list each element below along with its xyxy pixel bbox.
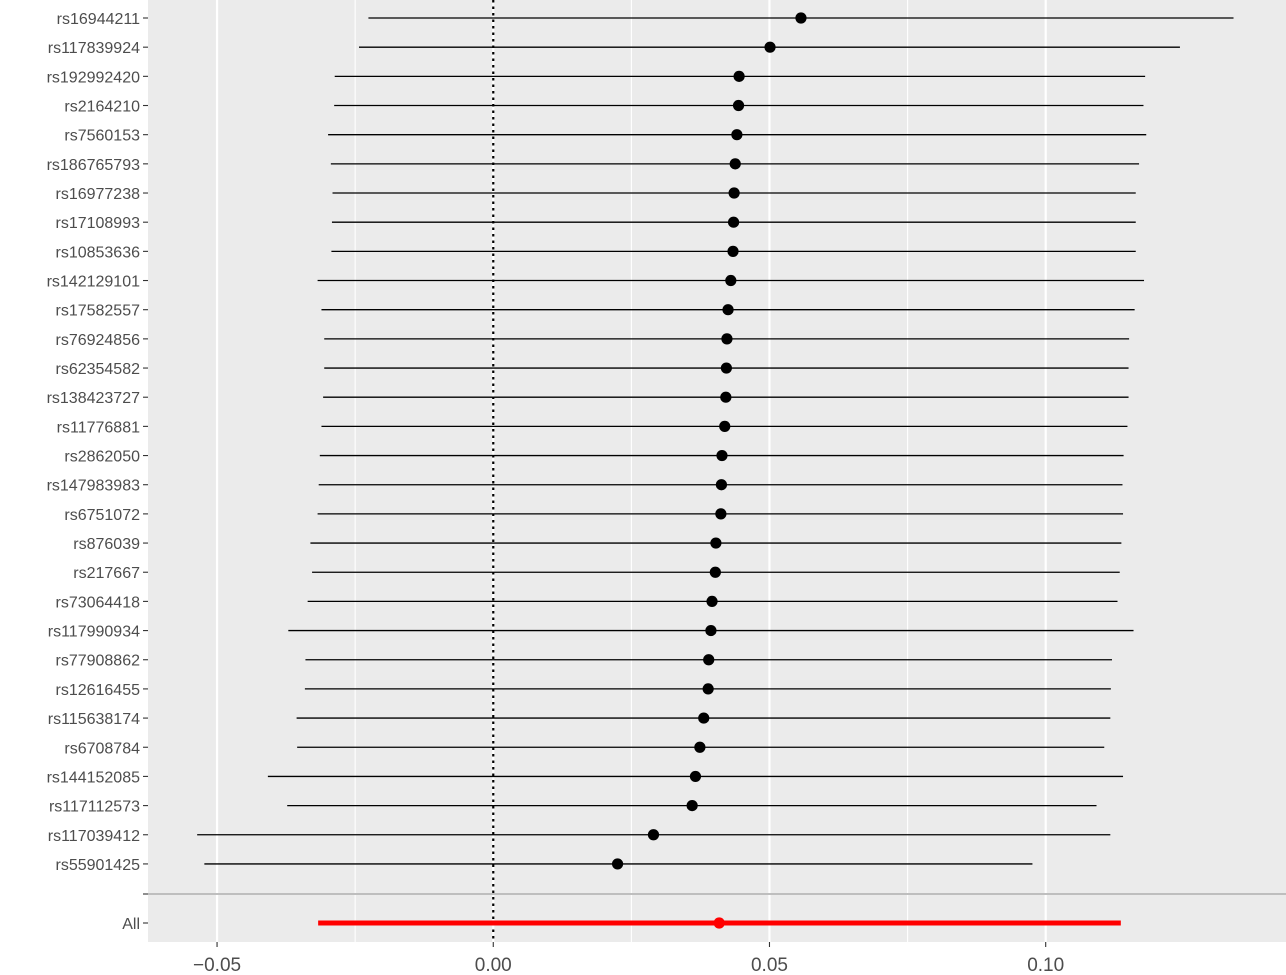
y-tick-label-rs16944211: rs16944211 bbox=[57, 11, 140, 28]
plot-panel bbox=[148, 0, 1286, 942]
point-rs117039412 bbox=[647, 829, 660, 841]
y-tick-label-rs2164210: rs2164210 bbox=[64, 99, 140, 116]
y-tick-label-rs62354582: rs62354582 bbox=[55, 361, 140, 378]
y-tick-label-rs117990934: rs117990934 bbox=[48, 624, 140, 641]
y-tick-label-rs192992420: rs192992420 bbox=[47, 69, 141, 86]
y-tick-label-rs138423727: rs138423727 bbox=[47, 390, 141, 407]
y-tick-label-rs142129101: rs142129101 bbox=[47, 274, 141, 291]
y-tick-label-summary: All bbox=[122, 916, 140, 933]
y-axis-labels: rs16944211 rs117839924 rs192992420 rs216421… bbox=[47, 11, 148, 933]
y-tick-label-rs147983983: rs147983983 bbox=[47, 478, 141, 495]
y-tick-label-rs6751072: rs6751072 bbox=[64, 507, 140, 524]
y-tick-label-rs73064418: rs73064418 bbox=[55, 594, 140, 611]
point-rs117839924 bbox=[764, 41, 776, 53]
point-rs7560153 bbox=[731, 129, 743, 141]
x-tick-label: 0.10 bbox=[1027, 955, 1064, 975]
point-estimates bbox=[611, 12, 807, 929]
y-tick-label-rs144152085: rs144152085 bbox=[47, 769, 141, 786]
point-rs2164210 bbox=[732, 99, 745, 112]
point-rs73064418 bbox=[706, 595, 718, 608]
y-tick-label-rs2862050: rs2862050 bbox=[64, 449, 140, 466]
point-rs17582557 bbox=[722, 304, 734, 316]
point-rs6751072 bbox=[715, 508, 727, 520]
y-tick-label-rs117112573: rs117112573 bbox=[49, 799, 140, 816]
point-rs117112573 bbox=[686, 799, 698, 812]
point-rs17108993 bbox=[727, 216, 740, 228]
x-axis: −0.05 0.00 0.05 0.10 bbox=[193, 942, 1064, 975]
point-rs876039 bbox=[710, 537, 722, 549]
x-tick-label: 0.05 bbox=[751, 955, 788, 975]
point-rs6708784 bbox=[694, 741, 706, 753]
point-rs11776881 bbox=[719, 420, 731, 432]
y-tick-label-rs12616455: rs12616455 bbox=[55, 682, 140, 699]
x-tick-label: 0.00 bbox=[475, 955, 512, 975]
y-tick-label-rs876039: rs876039 bbox=[73, 536, 140, 553]
y-tick-label-rs6708784: rs6708784 bbox=[64, 740, 140, 757]
point-rs192992420 bbox=[733, 70, 745, 82]
y-tick-label-rs55901425: rs55901425 bbox=[55, 857, 140, 874]
y-tick-label-rs76924856: rs76924856 bbox=[55, 332, 140, 349]
point-rs76924856 bbox=[721, 333, 733, 345]
y-tick-label-rs10853636: rs10853636 bbox=[55, 244, 140, 261]
point-rs142129101 bbox=[725, 274, 737, 287]
y-tick-label-rs17582557: rs17582557 bbox=[55, 303, 140, 320]
point-rs2862050 bbox=[716, 449, 728, 462]
y-tick-label-rs7560153: rs7560153 bbox=[64, 128, 140, 145]
y-tick-label-rs186765793: rs186765793 bbox=[47, 157, 141, 174]
y-tick-label-rs11776881: rs11776881 bbox=[57, 419, 140, 436]
point-rs55901425 bbox=[611, 858, 624, 870]
y-tick-label-rs17108993: rs17108993 bbox=[55, 215, 140, 232]
point-rs147983983 bbox=[715, 479, 728, 491]
point-rs16944211 bbox=[795, 12, 807, 24]
point-rs77908862 bbox=[703, 654, 715, 666]
x-tick-label: −0.05 bbox=[193, 955, 241, 975]
point-rs10853636 bbox=[727, 245, 739, 257]
point-rs16977238 bbox=[728, 187, 740, 199]
y-tick-label-rs217667: rs217667 bbox=[73, 565, 140, 582]
point-rs144152085 bbox=[689, 770, 702, 783]
y-tick-label-rs115638174: rs115638174 bbox=[48, 711, 140, 728]
summary-point bbox=[713, 917, 725, 929]
point-rs115638174 bbox=[698, 712, 710, 724]
point-rs138423727 bbox=[720, 391, 732, 403]
y-tick-label-rs117039412: rs117039412 bbox=[48, 828, 140, 845]
y-tick-label-rs77908862: rs77908862 bbox=[55, 653, 140, 670]
y-tick-label-rs117839924: rs117839924 bbox=[48, 40, 140, 57]
point-rs186765793 bbox=[729, 158, 741, 170]
point-rs62354582 bbox=[720, 362, 732, 374]
point-rs217667 bbox=[709, 566, 721, 578]
y-tick-label-rs16977238: rs16977238 bbox=[55, 186, 140, 203]
point-rs117990934 bbox=[705, 624, 717, 637]
point-rs12616455 bbox=[702, 683, 714, 695]
